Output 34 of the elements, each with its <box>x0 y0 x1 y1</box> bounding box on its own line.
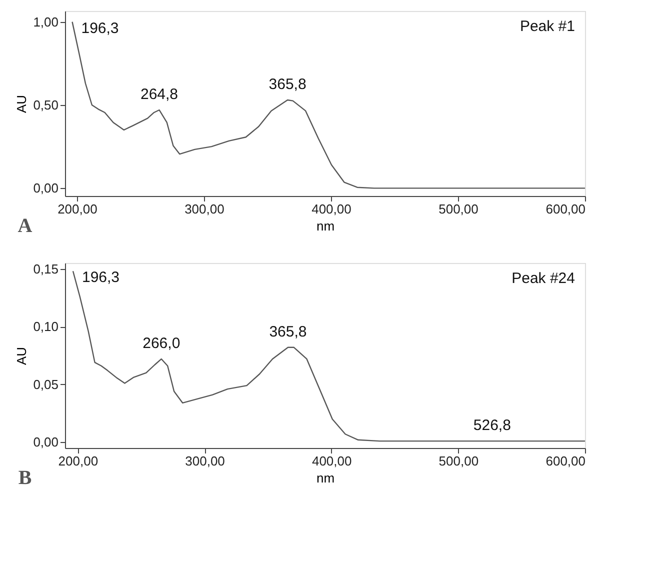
x-axis-title: nm <box>316 470 335 486</box>
y-tick-label: 1,00 <box>33 14 58 30</box>
y-tick-label: 0,05 <box>33 376 58 392</box>
y-tick-label: 0,50 <box>33 97 58 112</box>
y-tick-label: 0,00 <box>33 434 58 450</box>
annotation: 196,3 <box>82 269 120 286</box>
annotation: 196,3 <box>81 20 119 37</box>
annotation: 365,8 <box>269 323 307 340</box>
y-tick-label: 0,10 <box>33 319 58 334</box>
y-axis-title: AU <box>14 94 30 114</box>
annotation: 526,8 <box>473 417 511 434</box>
x-tick-label: 300,00 <box>184 202 224 216</box>
annotation: 266,0 <box>142 334 180 352</box>
x-tick-label: 500,00 <box>438 454 479 468</box>
x-tick-label: 500,00 <box>438 202 478 216</box>
text: A <box>18 215 33 237</box>
x-tick-label: 600,00 <box>546 202 586 216</box>
line-series <box>72 270 585 442</box>
x-tick-label: 200,00 <box>58 454 98 468</box>
x-tick-label: 200,00 <box>58 202 98 216</box>
y-axis-title: AU <box>14 346 30 366</box>
y-tick-label: 0,00 <box>33 180 58 196</box>
x-axis-title: nm <box>316 218 335 234</box>
annotation: Peak #24 <box>512 270 575 287</box>
x-tick-label: 300,00 <box>185 454 225 468</box>
x-tick-label: 600,00 <box>546 454 586 468</box>
x-tick-label: 400,00 <box>312 202 352 216</box>
annotation: 365,8 <box>268 76 306 94</box>
x-tick-label: 400,00 <box>312 454 352 468</box>
line-series <box>72 21 585 189</box>
annotation: 264,8 <box>140 86 178 103</box>
text: B <box>18 467 32 489</box>
annotation: Peak #1 <box>520 18 575 35</box>
y-tick-label: 0,15 <box>33 261 58 276</box>
